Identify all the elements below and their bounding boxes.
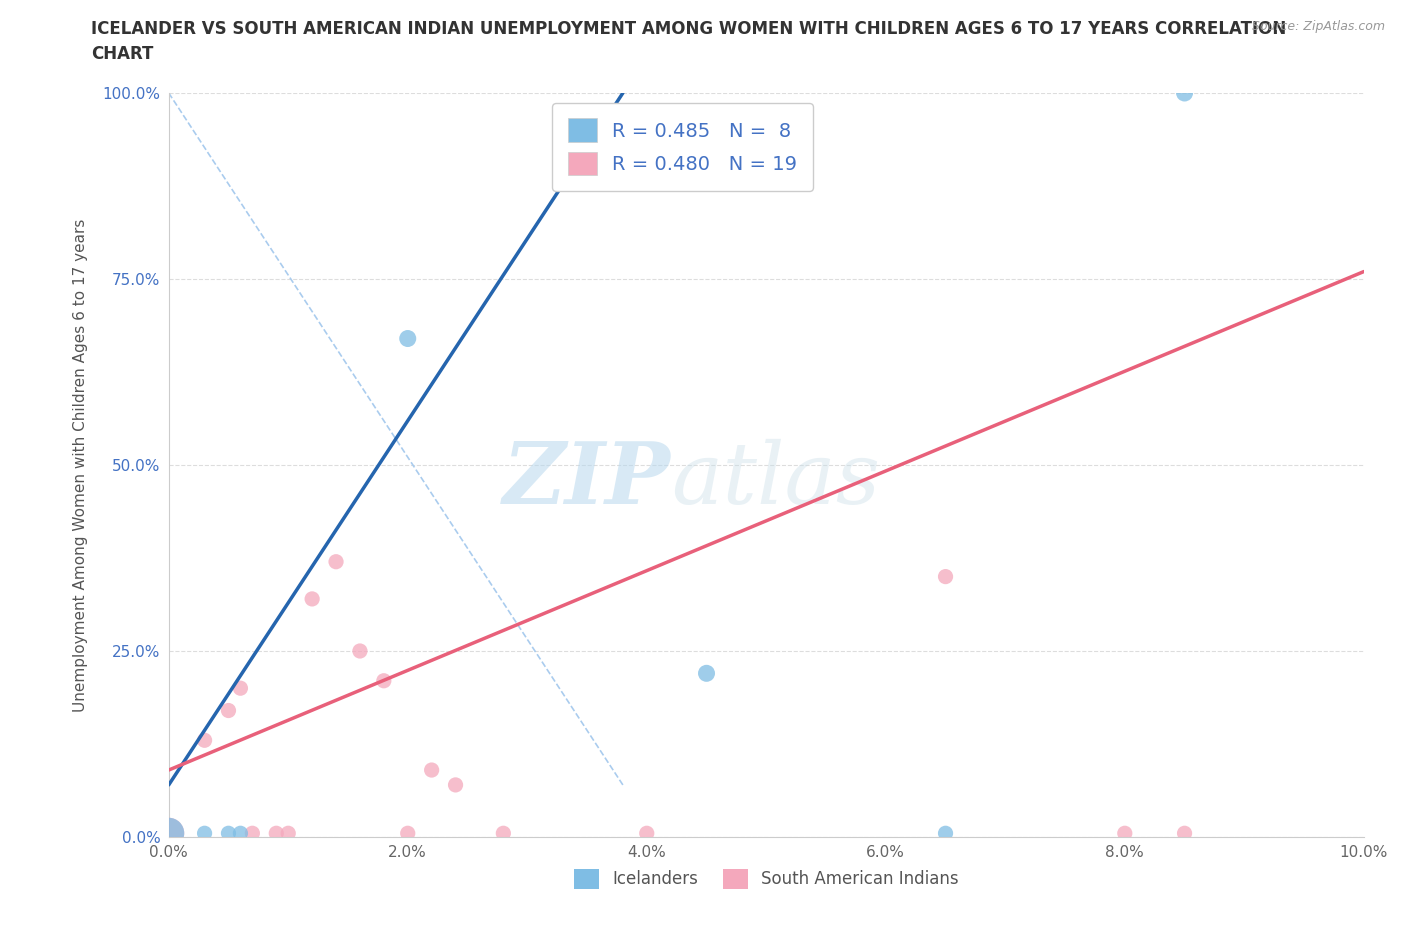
Point (1174, 826, 1197, 841)
Point (157, 826, 180, 841)
Point (935, 826, 957, 841)
Point (301, 591, 323, 606)
Point (229, 681, 252, 696)
Point (492, 826, 515, 841)
Point (444, 777, 467, 792)
Legend: Icelanders, South American Indians: Icelanders, South American Indians (567, 862, 966, 896)
Text: atlas: atlas (671, 439, 880, 521)
Point (396, 826, 419, 841)
Point (194, 826, 217, 841)
Text: Source: ZipAtlas.com: Source: ZipAtlas.com (1251, 20, 1385, 33)
Point (217, 826, 239, 841)
Point (277, 826, 299, 841)
Point (217, 703, 239, 718)
Point (696, 666, 718, 681)
Text: ZIP: ZIP (503, 438, 671, 522)
Point (264, 826, 288, 841)
Point (1174, 86, 1197, 100)
Point (396, 331, 419, 346)
Point (636, 826, 658, 841)
Point (373, 673, 395, 688)
Point (229, 826, 252, 841)
Point (1114, 826, 1136, 841)
Point (935, 569, 957, 584)
Point (420, 763, 443, 777)
Point (194, 733, 217, 748)
Point (325, 554, 347, 569)
Text: ICELANDER VS SOUTH AMERICAN INDIAN UNEMPLOYMENT AMONG WOMEN WITH CHILDREN AGES 6: ICELANDER VS SOUTH AMERICAN INDIAN UNEMP… (91, 20, 1286, 38)
Point (242, 826, 264, 841)
Text: CHART: CHART (91, 45, 153, 62)
Point (349, 644, 371, 658)
Y-axis label: Unemployment Among Women with Children Ages 6 to 17 years: Unemployment Among Women with Children A… (73, 219, 89, 711)
Point (157, 826, 180, 841)
